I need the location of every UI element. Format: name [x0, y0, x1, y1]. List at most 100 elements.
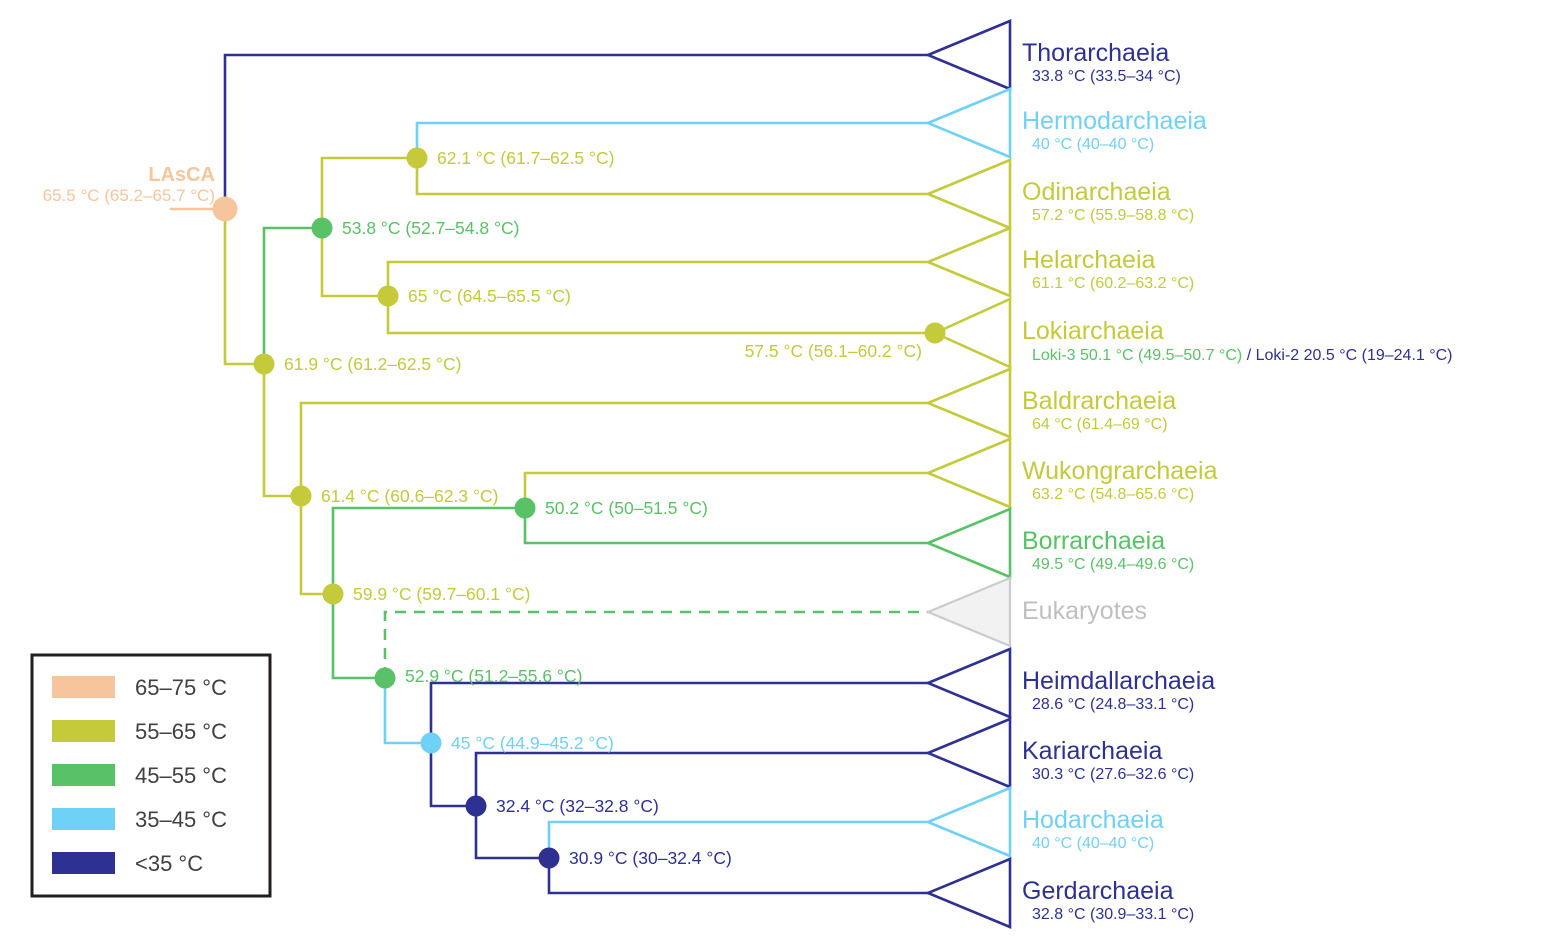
node-labels: 62.1 °C (61.7–62.5 °C) 53.8 °C (52.7–54.…	[284, 148, 922, 868]
node-50-2	[514, 497, 536, 519]
node-label-32-4: 32.4 °C (32–32.8 °C)	[496, 796, 659, 816]
taxon-name-borrarchaeia: Borrarchaeia	[1022, 527, 1165, 555]
taxon-temp-heimdallarchaeia: 28.6 °C (24.8–33.1 °C)	[1032, 696, 1194, 713]
clade-triangle-eukaryotes	[925, 576, 1012, 648]
branch-helarchaeia	[386, 260, 928, 296]
node-label-59-9: 59.9 °C (59.7–60.1 °C)	[353, 584, 530, 604]
clade-triangle-wukongrarchaeia	[924, 437, 1012, 509]
branch-to-node-62-1	[320, 156, 417, 228]
taxon-name-kariarchaeia: Kariarchaeia	[1022, 737, 1162, 765]
clade-triangle-kariarchaeia	[924, 717, 1012, 789]
branch-to-node-30-9	[474, 806, 549, 860]
taxon-name-odinarchaeia: Odinarchaeia	[1022, 178, 1171, 206]
taxon-name-baldrarchaeia: Baldrarchaeia	[1022, 387, 1176, 415]
node-label-57-5: 57.5 °C (56.1–60.2 °C)	[745, 341, 922, 361]
branch-to-node-50-2	[331, 506, 525, 594]
node-32-4	[465, 795, 487, 817]
legend-label-35-45: 35–45 °C	[135, 807, 227, 832]
branch-to-node-45	[383, 678, 431, 745]
legend-swatch-35-45	[52, 808, 115, 830]
branch-odinarchaeia	[415, 158, 928, 196]
branch-to-node-65	[320, 228, 388, 298]
branch-to-node-59-9	[299, 496, 333, 596]
node-circles	[212, 147, 946, 869]
clade-triangle-baldrarchaeia	[924, 367, 1012, 439]
branch-thorarchaeia	[223, 53, 928, 209]
taxon-temp-helarchaeia: 61.1 °C (60.2–63.2 °C)	[1032, 275, 1194, 292]
node-45	[420, 732, 442, 754]
taxon-temp-gerdarchaeia: 32.8 °C (30.9–33.1 °C)	[1032, 906, 1194, 923]
taxon-temp-wukongrarchaeia: 63.2 °C (54.8–65.6 °C)	[1032, 486, 1194, 503]
branch-gerdarchaeia	[547, 858, 928, 895]
loki-temp-separator: /	[1247, 347, 1252, 364]
branch-hermodarchaeia	[415, 121, 928, 158]
taxon-name-lokiarchaeia: Lokiarchaeia	[1022, 317, 1164, 345]
node-65	[377, 285, 399, 307]
taxon-name-thorarchaeia: Thorarchaeia	[1022, 39, 1169, 67]
branch-to-node-32-4	[429, 743, 476, 808]
node-label-30-9: 30.9 °C (30–32.4 °C)	[569, 848, 732, 868]
node-30-9	[538, 847, 560, 869]
clade-triangle-thorarchaeia	[924, 19, 1012, 91]
node-52-9	[374, 667, 396, 689]
clade-wedges	[924, 19, 1012, 929]
branch-kariarchaeia	[474, 751, 928, 806]
taxon-name-heimdallarchaeia: Heimdallarchaeia	[1022, 667, 1215, 695]
legend-label-65-75: 65–75 °C	[135, 675, 227, 700]
branch-eukaryotes-dashed	[383, 610, 928, 678]
node-label-53-8: 53.8 °C (52.7–54.8 °C)	[342, 218, 519, 238]
branch-to-node-61-9	[223, 209, 264, 366]
clade-triangle-borrarchaeia	[924, 507, 1012, 579]
node-59-9	[322, 583, 344, 605]
node-61-4	[290, 485, 312, 507]
taxon-name-eukaryotes: Eukaryotes	[1022, 597, 1147, 625]
branch-to-node-52-9	[331, 594, 385, 680]
node-label-65: 65 °C (64.5–65.5 °C)	[408, 286, 571, 306]
taxon-temp-thorarchaeia: 33.8 °C (33.5–34 °C)	[1032, 68, 1181, 85]
branch-wukongrarchaeia	[523, 471, 928, 508]
legend-label-lt-35: <35 °C	[135, 851, 203, 876]
root-temp-label: 65.5 °C (65.2–65.7 °C)	[43, 186, 215, 205]
node-53-8	[311, 217, 333, 239]
node-label-50-2: 50.2 °C (50–51.5 °C)	[545, 498, 708, 518]
clade-triangle-helarchaeia	[924, 226, 1012, 298]
loki-2-temp: Loki-2 20.5 °C (19–24.1 °C)	[1256, 347, 1453, 364]
clade-triangle-hodarchaeia	[924, 786, 1012, 858]
taxon-temp-odinarchaeia: 57.2 °C (55.9–58.8 °C)	[1032, 207, 1194, 224]
taxon-temp-hodarchaeia: 40 °C (40–40 °C)	[1032, 835, 1154, 852]
node-61-9	[253, 353, 275, 375]
taxon-temp-baldrarchaeia: 64 °C (61.4–69 °C)	[1032, 416, 1168, 433]
legend-swatch-55-65	[52, 720, 115, 742]
branch-baldrarchaeia	[299, 401, 928, 496]
legend-swatch-lt-35	[52, 852, 115, 874]
branch-to-node-61-4	[262, 364, 301, 498]
loki-3-temp: Loki-3 50.1 °C (49.5–50.7 °C)	[1032, 347, 1242, 364]
branch-heimdallarchaeia	[429, 681, 928, 743]
branches	[170, 53, 935, 895]
node-label-45: 45 °C (44.9–45.2 °C)	[451, 733, 614, 753]
taxon-name-hodarchaeia: Hodarchaeia	[1022, 806, 1164, 834]
node-label-61-4: 61.4 °C (60.6–62.3 °C)	[321, 486, 498, 506]
taxon-temp-lokiarchaeia: Loki-3 50.1 °C (49.5–50.7 °C) / Loki-2 2…	[1032, 347, 1453, 364]
legend-swatch-45-55	[52, 764, 115, 786]
legend-swatch-65-75	[52, 676, 115, 698]
branch-borrarchaeia	[523, 508, 928, 545]
taxon-name-wukongrarchaeia: Wukongrarchaeia	[1022, 457, 1218, 485]
legend: 65–75 °C 55–65 °C 45–55 °C 35–45 °C <35 …	[30, 653, 272, 898]
root-name-label: LAsCA	[148, 164, 215, 186]
clade-triangle-hermodarchaeia	[924, 87, 1012, 159]
node-label-52-9: 52.9 °C (51.2–55.6 °C)	[405, 666, 582, 686]
taxon-name-helarchaeia: Helarchaeia	[1022, 246, 1156, 274]
legend-label-45-55: 45–55 °C	[135, 763, 227, 788]
branch-hodarchaeia	[547, 820, 928, 858]
taxon-name-gerdarchaeia: Gerdarchaeia	[1022, 877, 1174, 905]
branch-to-node-53-8	[262, 226, 322, 364]
taxa-labels: Thorarchaeia 33.8 °C (33.5–34 °C) Hermod…	[1022, 39, 1453, 923]
clade-triangle-lokiarchaeia	[931, 296, 1012, 370]
node-label-61-9: 61.9 °C (61.2–62.5 °C)	[284, 354, 461, 374]
node-lasca	[212, 196, 238, 222]
legend-label-55-65: 55–65 °C	[135, 719, 227, 744]
taxon-temp-kariarchaeia: 30.3 °C (27.6–32.6 °C)	[1032, 766, 1194, 783]
